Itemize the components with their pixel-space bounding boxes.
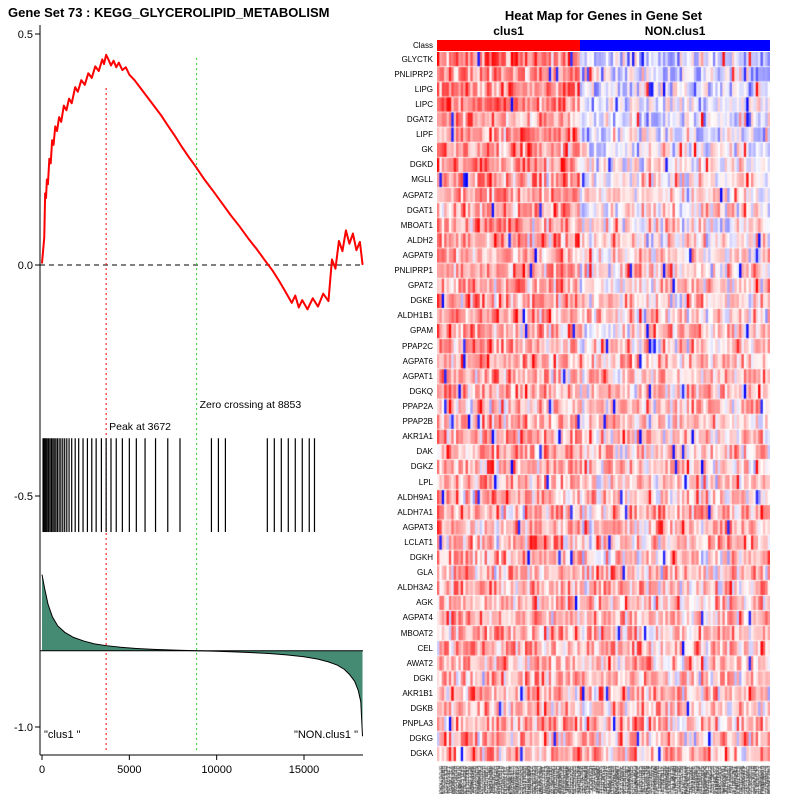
heatmap-panel: Heat Map for Genes in Gene Set clus1 NON… bbox=[350, 0, 800, 800]
gene-label: AGPAT2 bbox=[402, 190, 433, 200]
gene-label: ALDH2 bbox=[407, 235, 433, 245]
gene-label: DGKB bbox=[410, 704, 433, 714]
gene-label: MBOAT1 bbox=[400, 220, 433, 230]
gene-label: AGPAT4 bbox=[402, 613, 433, 623]
gene-label: AGPAT9 bbox=[402, 250, 433, 260]
gene-label: AGPAT1 bbox=[402, 371, 433, 381]
gene-label: LIPC bbox=[415, 99, 433, 109]
gene-label: ALDH9A1 bbox=[397, 492, 433, 502]
gene-row-labels: Class GLYCTK PNLIPRP2 LIPG LIPC DGAT2 LIPF GK DG… bbox=[350, 0, 434, 800]
gene-label: DGKZ bbox=[410, 462, 433, 472]
gene-label: DGKH bbox=[409, 553, 433, 563]
gene-label: AKR1B1 bbox=[402, 689, 433, 699]
gene-label: LPL bbox=[418, 477, 433, 487]
gene-label: ALDH3A2 bbox=[397, 583, 433, 593]
gene-label: GPAM bbox=[410, 326, 433, 336]
heatmap-canvas bbox=[437, 52, 770, 794]
gene-label: DGKG bbox=[409, 734, 433, 744]
gene-label: DGKI bbox=[413, 673, 433, 683]
svg-text:-0.5: -0.5 bbox=[14, 491, 33, 503]
gene-label: AWAT2 bbox=[406, 658, 433, 668]
gene-label: LCLAT1 bbox=[404, 537, 433, 547]
heatmap-title: Heat Map for Genes in Gene Set bbox=[504, 8, 703, 23]
svg-text:0.5: 0.5 bbox=[18, 29, 33, 41]
gene-label: CEL bbox=[417, 643, 433, 653]
gene-label: MGLL bbox=[411, 175, 433, 185]
svg-text:0.0: 0.0 bbox=[18, 260, 33, 272]
gene-label: AGK bbox=[416, 598, 433, 608]
gene-label: GK bbox=[421, 145, 433, 155]
gene-label: DGKQ bbox=[409, 386, 433, 396]
class-label-nonclus1: NON.clus1 bbox=[644, 24, 706, 38]
gene-label: AKR1A1 bbox=[402, 432, 433, 442]
class-bar-nonclus1-segment bbox=[580, 40, 770, 51]
svg-text:-1.0: -1.0 bbox=[14, 722, 33, 734]
gene-label: DGAT2 bbox=[406, 114, 433, 124]
gene-label: PPAP2C bbox=[402, 341, 433, 351]
svg-text:Peak at 3672: Peak at 3672 bbox=[109, 421, 171, 433]
gene-label: GLA bbox=[416, 568, 433, 578]
svg-text:15000: 15000 bbox=[289, 764, 320, 776]
svg-text:Zero crossing at 8853: Zero crossing at 8853 bbox=[200, 399, 302, 411]
gene-label: DGKD bbox=[409, 160, 433, 170]
gene-label: ALDH1B1 bbox=[397, 311, 433, 321]
gene-label: AGPAT3 bbox=[402, 522, 433, 532]
gene-label: GLYCTK bbox=[401, 54, 433, 64]
gene-label: PNLIPRP2 bbox=[394, 69, 433, 79]
gene-label: PNLIPRP1 bbox=[394, 266, 433, 276]
gene-label: PPAP2A bbox=[402, 402, 433, 411]
svg-text:10000: 10000 bbox=[201, 764, 232, 776]
svg-text:"clus1 ": "clus1 " bbox=[44, 729, 81, 741]
gene-label: PNPLA3 bbox=[402, 719, 433, 729]
svg-text:"NON.clus1 ": "NON.clus1 " bbox=[294, 729, 358, 741]
gene-label: DGAT1 bbox=[406, 205, 433, 215]
gene-label: PPAP2B bbox=[402, 417, 433, 427]
gene-label: LIPG bbox=[414, 84, 433, 94]
svg-text:5000: 5000 bbox=[117, 764, 141, 776]
gene-label: ALDH7A1 bbox=[397, 507, 433, 517]
svg-text:Gene Set 73 : KEGG_GLYCEROLIP: Gene Set 73 : KEGG_GLYCEROLIPID_METABOLI… bbox=[8, 5, 329, 20]
class-row-label: Class bbox=[412, 41, 433, 50]
gene-label: MBOAT2 bbox=[400, 628, 433, 638]
class-label-clus1: clus1 bbox=[493, 24, 524, 38]
enrichment-plot: Gene Set 73 : KEGG_GLYCEROLIPID_METABOLI… bbox=[8, 5, 364, 776]
svg-text:0: 0 bbox=[39, 764, 45, 776]
gene-label: DGKA bbox=[410, 749, 433, 759]
class-bar bbox=[437, 40, 770, 51]
gene-label: DGKE bbox=[410, 296, 433, 306]
class-bar-clus1-segment bbox=[437, 40, 581, 51]
gene-label: LIPF bbox=[416, 130, 433, 140]
gene-label: AGPAT6 bbox=[402, 356, 433, 366]
gene-label: DAK bbox=[416, 447, 433, 457]
class-labels: clus1 NON.clus1 bbox=[437, 24, 770, 38]
gene-label: GPAT2 bbox=[407, 281, 433, 291]
